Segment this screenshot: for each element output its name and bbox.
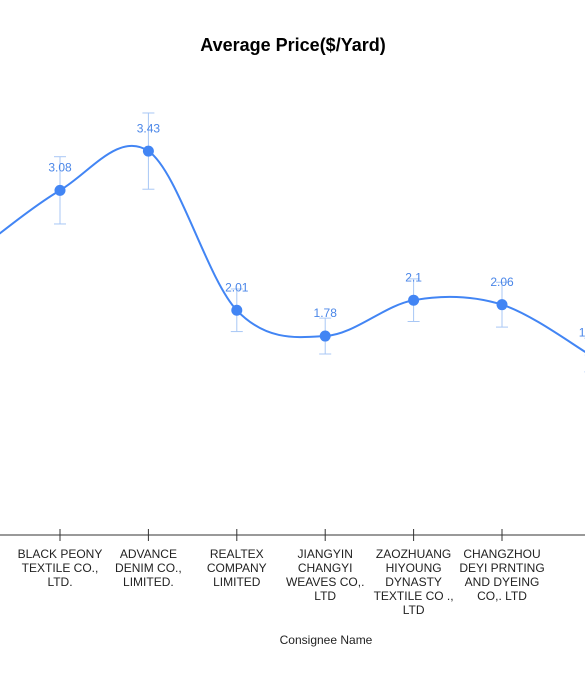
value-label: 2.01: [225, 280, 249, 294]
x-tick-label: CHANGZHOU DEYI PRNTING AND DYEING CO,. L…: [459, 547, 545, 603]
point: [231, 304, 243, 316]
point: [142, 145, 154, 157]
point: [54, 184, 66, 196]
value-label: 3.08: [48, 161, 72, 175]
x-tick-label: REALTEX COMPANY LIMITED: [206, 547, 267, 589]
x-tick-label: ADVANCE DENIM CO., LIMITED.: [115, 547, 182, 589]
value-label: 2.06: [490, 275, 514, 289]
x-tick-label: BLACK PEONY TEXTILE CO., LTD.: [17, 547, 103, 589]
x-axis-title: Consignee Name: [280, 633, 373, 647]
value-label: 3.43: [137, 121, 161, 135]
x-tick-label: JIANGYIN CHANGYI WEAVES CO,. LTD: [285, 547, 365, 603]
value-label: 1.78: [314, 306, 338, 320]
point: [319, 330, 331, 342]
line: [0, 144, 585, 354]
point: [496, 299, 508, 311]
value-label: 1.61: [579, 325, 585, 339]
x-tick-label: ZAOZHUANG HIYOUNG DYNASTY TEXTILE CO ., …: [373, 547, 454, 617]
chart-title: Average Price($/Yard): [200, 35, 385, 55]
point: [408, 294, 420, 306]
value-label: 2.1: [405, 270, 422, 284]
